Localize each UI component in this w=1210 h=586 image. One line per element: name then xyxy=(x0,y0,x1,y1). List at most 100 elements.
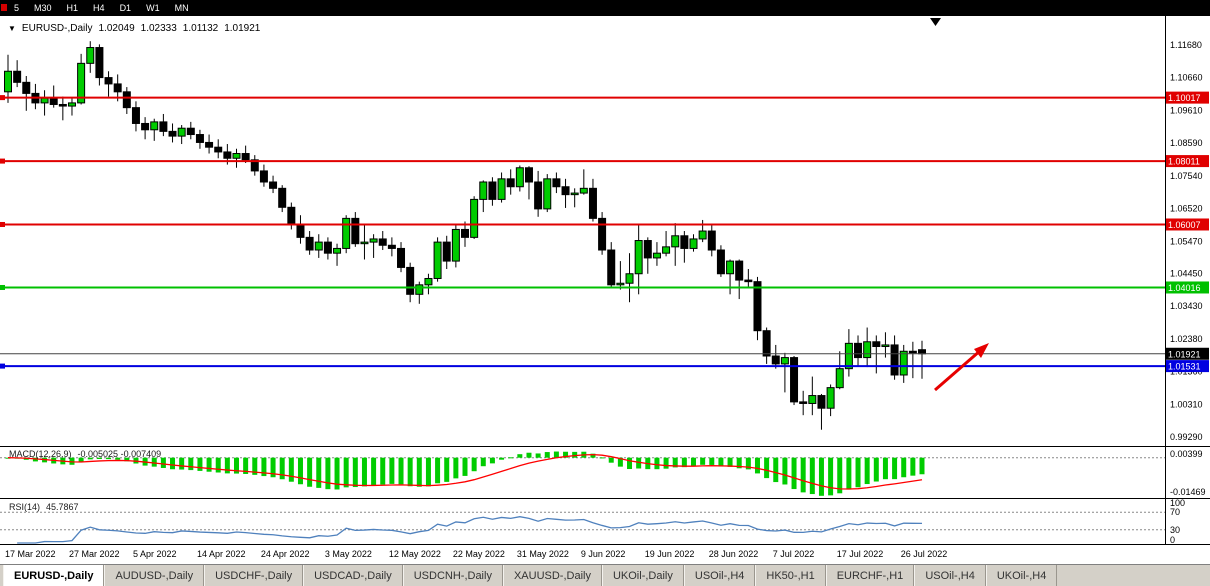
line-anchor-handle[interactable] xyxy=(0,284,5,290)
macd-histogram-bar xyxy=(398,457,404,485)
line-anchor-handle[interactable] xyxy=(0,363,5,369)
timeframe-button[interactable]: 5 xyxy=(14,3,20,13)
trend-arrow[interactable] xyxy=(934,348,982,392)
price-axis-label: 1.08590 xyxy=(1170,138,1203,148)
price-axis-label: 1.09610 xyxy=(1170,105,1203,115)
timeframe-button[interactable]: M30 xyxy=(34,3,52,13)
candle-body xyxy=(515,167,524,188)
price-axis-label: 1.04450 xyxy=(1170,269,1203,279)
candle-body xyxy=(616,282,625,286)
price-axis-label: 1.02380 xyxy=(1170,334,1203,344)
timeframe-button[interactable]: H4 xyxy=(93,3,105,13)
macd-histogram-bar xyxy=(691,457,696,467)
macd-histogram-bar xyxy=(87,457,93,460)
macd-histogram-bar xyxy=(106,457,112,460)
chart-tab[interactable]: UKOil-,H4 xyxy=(985,565,1058,586)
chart-tab[interactable]: USDCAD-,Daily xyxy=(303,565,403,586)
candle-body xyxy=(159,121,168,132)
macd-histogram-bar xyxy=(910,457,916,476)
price-tag[interactable] xyxy=(1166,91,1209,104)
price-tag-label: 1.06007 xyxy=(1168,220,1201,230)
macd-histogram-bar xyxy=(78,457,84,463)
chart-tab[interactable]: EURCHF-,H1 xyxy=(825,565,915,586)
chart-tab[interactable]: USDCNH-,Daily xyxy=(402,565,503,586)
candle-body xyxy=(241,153,250,161)
chart-tab[interactable]: HK50-,H1 xyxy=(755,565,826,586)
price-tag[interactable] xyxy=(1166,347,1209,360)
macd-histogram-bar xyxy=(462,457,468,476)
macd-histogram-bar xyxy=(224,457,230,474)
candle-body xyxy=(826,387,835,409)
chart-area[interactable]: 1.11680 1.10660 1.09610 1.08590 1.07540 1.065… xyxy=(0,16,1210,564)
macd-histogram-bar xyxy=(32,457,38,462)
macd-histogram-bar xyxy=(700,457,706,465)
candle-body xyxy=(305,236,314,251)
macd-histogram-bar xyxy=(343,457,349,488)
candle-body xyxy=(470,198,479,238)
macd-axis-min: -0.01469 xyxy=(1170,487,1206,497)
macd-histogram-bar xyxy=(535,453,541,458)
candle-body xyxy=(86,47,95,64)
chart-tab[interactable]: EURUSD-,Daily xyxy=(3,565,105,586)
macd-histogram-bar xyxy=(160,457,166,468)
macd-histogram-bar xyxy=(425,457,431,487)
macd-histogram-bar xyxy=(352,457,358,488)
chart-tab[interactable]: USDCHF-,Daily xyxy=(204,565,304,586)
macd-histogram-bar xyxy=(170,457,176,470)
date-label: 27 Mar 2022 xyxy=(69,549,120,559)
chart-tab[interactable]: UKOil-,Daily xyxy=(601,565,684,586)
macd-histogram-bar xyxy=(919,457,925,475)
red-indicator-icon xyxy=(1,4,7,11)
macd-histogram-bar xyxy=(526,452,532,458)
chart-tab[interactable]: AUDUSD-,Daily xyxy=(104,565,205,586)
timeframe-button[interactable]: D1 xyxy=(119,3,132,13)
candle-body xyxy=(817,395,826,409)
timeframe-button[interactable]: H1 xyxy=(66,3,79,13)
timeframe-button[interactable]: MN xyxy=(174,3,189,13)
price-tag[interactable] xyxy=(1166,281,1209,294)
candle-body xyxy=(808,395,817,404)
date-label: 12 May 2022 xyxy=(389,549,441,559)
trend-arrow-head[interactable] xyxy=(974,343,989,358)
price-tag[interactable] xyxy=(1166,218,1209,231)
macd-histogram-bar xyxy=(617,457,623,467)
price-tag[interactable] xyxy=(1166,360,1209,373)
chart-tab[interactable]: USOil-,H4 xyxy=(683,565,756,586)
candle-body xyxy=(442,241,451,262)
date-label: 22 May 2022 xyxy=(453,549,505,559)
candle-body xyxy=(214,146,223,153)
candle-body xyxy=(77,62,86,104)
candle-body xyxy=(250,159,259,172)
price-chart-canvas[interactable]: 1.11680 1.10660 1.09610 1.08590 1.07540 1.065… xyxy=(0,16,1210,564)
price-tag[interactable] xyxy=(1166,155,1209,168)
rsi-line xyxy=(17,516,923,544)
macd-histogram-bar xyxy=(636,457,642,469)
macd-histogram-bar xyxy=(243,457,249,474)
macd-signal-line xyxy=(7,453,923,490)
candle-body xyxy=(95,47,104,79)
chart-tab[interactable]: USOil-,H4 xyxy=(914,565,986,586)
line-anchor-handle[interactable] xyxy=(0,95,5,101)
candle-body xyxy=(872,341,881,348)
macd-histogram-bar xyxy=(471,457,477,472)
candle-body xyxy=(177,127,186,137)
macd-histogram-bar xyxy=(553,451,559,458)
macd-axis-max: 0.00399 xyxy=(1170,449,1203,459)
date-label: 26 Jul 2022 xyxy=(901,549,948,559)
candle-body xyxy=(607,249,616,286)
timeframe-button[interactable]: W1 xyxy=(146,3,160,13)
candle-body xyxy=(662,246,671,254)
line-anchor-handle[interactable] xyxy=(0,158,5,164)
date-label: 14 Apr 2022 xyxy=(197,549,246,559)
line-anchor-handle[interactable] xyxy=(0,221,5,227)
candle-body xyxy=(753,281,762,332)
macd-histogram-bar xyxy=(215,457,221,473)
candle-body xyxy=(625,273,634,284)
price-tag-label: 1.08011 xyxy=(1168,157,1200,167)
candle-body xyxy=(40,97,49,104)
candle-body xyxy=(49,97,58,105)
macd-histogram-bar xyxy=(480,457,486,467)
candle-body xyxy=(259,170,268,183)
macd-histogram-bar xyxy=(892,457,898,480)
chart-tab[interactable]: XAUUSD-,Daily xyxy=(502,565,602,586)
